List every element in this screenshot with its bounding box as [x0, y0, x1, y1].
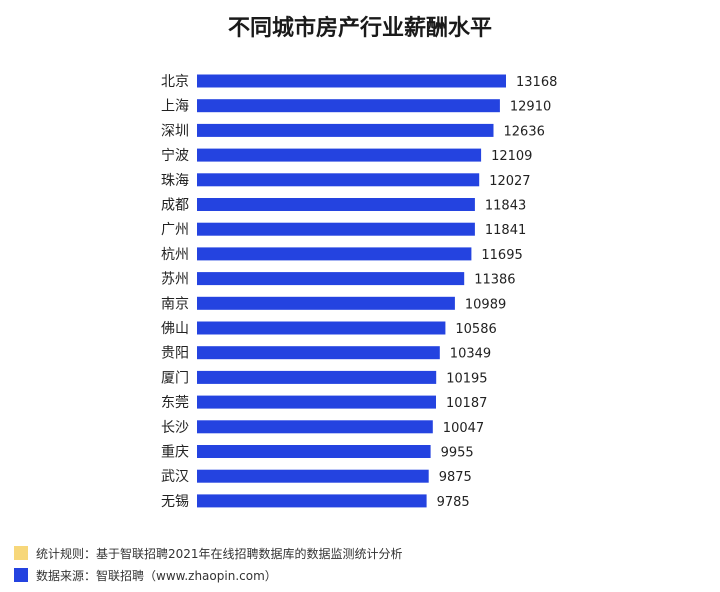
bar: [197, 445, 431, 458]
data-label: 13168: [516, 75, 557, 90]
category-label: 成都: [161, 198, 189, 214]
category-label: 厦门: [161, 370, 189, 386]
note-swatch-blue: [14, 568, 28, 582]
bar: [197, 222, 475, 236]
note-text: 统计规则：基于智联招聘2021年在线招聘数据库的数据监测统计分析: [36, 546, 403, 561]
category-label: 无锡: [161, 494, 189, 510]
bar-chart: 北京 13168 上海 12910 深圳 12636 宁波 12109 珠海 12027 成都 118…: [161, 74, 557, 510]
bar: [197, 370, 437, 384]
data-label: 10187: [446, 396, 487, 411]
category-label: 广州: [161, 222, 189, 238]
data-label: 11386: [474, 273, 515, 288]
bar: [197, 198, 475, 211]
category-label: 长沙: [161, 420, 189, 436]
bar: [197, 346, 440, 360]
chart-title: 不同城市房产行业薪酬水平: [227, 16, 492, 41]
note-swatch-yellow: [14, 546, 28, 560]
bar: [197, 420, 433, 434]
bar: [197, 469, 429, 483]
bar: [197, 173, 480, 187]
data-label: 10195: [446, 371, 487, 386]
bar: [197, 395, 436, 409]
data-label: 9955: [441, 446, 474, 461]
data-label: 11695: [481, 248, 522, 263]
data-label: 9875: [439, 470, 472, 485]
category-label: 苏州: [161, 272, 189, 288]
bar: [197, 272, 465, 286]
bar: [197, 321, 446, 335]
bar: [197, 123, 494, 137]
data-label: 12910: [510, 100, 551, 115]
category-label: 贵阳: [161, 346, 189, 362]
data-label: 10047: [443, 421, 484, 436]
category-label: 重庆: [161, 445, 189, 461]
category-label: 深圳: [161, 123, 189, 139]
data-label: 10586: [455, 322, 496, 337]
bar: [197, 494, 427, 508]
note-data-source: 数据来源：智联招聘（www.zhaopin.com）: [14, 564, 714, 586]
bar: [197, 148, 482, 162]
category-label: 东莞: [161, 395, 189, 411]
category-label: 珠海: [161, 173, 189, 189]
chart-notes: 统计规则：基于智联招聘2021年在线招聘数据库的数据监测统计分析 数据来源：智联…: [14, 542, 714, 586]
bar: [197, 74, 506, 88]
category-label: 杭州: [161, 247, 189, 263]
data-label: 10989: [465, 297, 506, 312]
data-label: 12636: [504, 124, 545, 139]
bar: [197, 99, 500, 113]
category-label: 佛山: [161, 321, 189, 337]
data-label: 10349: [450, 347, 491, 362]
bar: [197, 296, 455, 310]
category-label: 南京: [161, 296, 189, 312]
category-label: 宁波: [161, 147, 189, 164]
note-text: 数据来源：智联招聘（www.zhaopin.com）: [36, 568, 277, 583]
data-label: 12027: [489, 174, 530, 189]
bar: [197, 247, 472, 261]
category-label: 北京: [161, 74, 189, 90]
data-label: 9785: [437, 495, 470, 510]
data-label: 12109: [491, 149, 532, 164]
category-label: 武汉: [161, 469, 189, 485]
data-label: 11841: [485, 223, 526, 238]
note-statistics-rule: 统计规则：基于智联招聘2021年在线招聘数据库的数据监测统计分析: [14, 542, 714, 564]
data-label: 11843: [485, 199, 526, 214]
category-label: 上海: [161, 99, 189, 115]
